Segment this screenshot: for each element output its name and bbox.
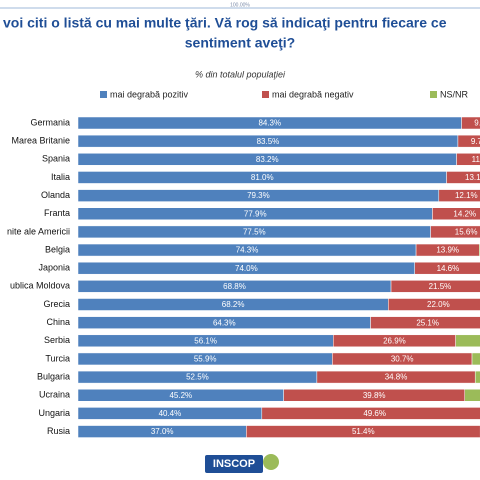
value-label: 81.0% [251, 173, 274, 182]
bar-segment [456, 153, 480, 166]
value-label: 40.4% [159, 409, 182, 418]
value-label: 83.5% [257, 137, 280, 146]
category-label: Ungaria [38, 408, 70, 418]
value-label: 14.6% [437, 264, 460, 273]
legend-label: NS/NR [440, 89, 469, 99]
value-label: 84.3% [258, 119, 281, 128]
value-label: 51.4% [352, 427, 375, 436]
category-label: Japonia [38, 263, 70, 273]
bar-segment [432, 207, 480, 220]
category-label: Turcia [45, 353, 70, 363]
bar-segment [430, 225, 480, 239]
value-label: 79.3% [247, 191, 270, 200]
value-label: 11.5% [472, 155, 480, 164]
value-label: 22.0% [427, 300, 450, 309]
bar-segment [246, 425, 480, 438]
value-label: 74.0% [235, 264, 258, 273]
logo-icon [263, 454, 279, 470]
category-label: China [46, 317, 70, 327]
value-label: 68.2% [222, 300, 245, 309]
value-label: 55.9% [194, 355, 217, 364]
bar-segment [261, 407, 480, 420]
legend-swatch [262, 91, 269, 98]
value-label: 45.2% [169, 391, 192, 400]
bar-segment [474, 370, 480, 384]
bar-segment [446, 171, 480, 184]
category-label: Italia [51, 172, 70, 182]
bar-segment [461, 116, 480, 130]
subtitle: % din totalul populaţiei [195, 69, 286, 79]
value-label: 13.9% [436, 246, 459, 255]
value-label: 56.1% [194, 336, 217, 345]
bar-segment [438, 189, 480, 202]
value-label: 9.7% [471, 137, 480, 146]
logo-text: INSCOP [213, 458, 255, 470]
category-label: Bulgaria [37, 371, 70, 381]
value-label: 9.6% [474, 119, 480, 128]
bar-segment [455, 334, 480, 348]
value-label: 34.8% [385, 373, 408, 382]
value-label: 64.3% [213, 318, 236, 327]
value-label: 52.5% [186, 373, 209, 382]
legend-label: mai degrabă pozitiv [110, 89, 189, 99]
value-label: 83.2% [256, 155, 279, 164]
category-label: Franta [44, 208, 70, 218]
bar-segment [414, 261, 480, 275]
value-label: 77.9% [244, 209, 267, 218]
category-label: Marea Britanie [11, 136, 70, 146]
category-label: ublica Moldova [10, 281, 70, 291]
category-label: Rusia [47, 426, 70, 436]
category-label: Serbia [44, 335, 70, 345]
legend-swatch [430, 91, 437, 98]
value-label: 14.2% [453, 209, 476, 218]
title-line: sentiment aveţi? [185, 35, 295, 51]
value-label: 13.1% [465, 173, 480, 182]
category-label: Germania [30, 117, 70, 127]
value-label: 21.5% [429, 282, 452, 291]
category-label: Ucraina [39, 390, 70, 400]
value-label: 15.6% [455, 228, 478, 237]
value-label: 68.8% [223, 282, 246, 291]
bar-segment [390, 280, 480, 293]
logo: INSCOP [205, 454, 279, 473]
title-line: voi citi o listă cu mai multe ţări. Vă r… [3, 15, 447, 31]
bar-segment [464, 389, 480, 402]
value-label: 30.7% [391, 355, 414, 364]
category-label: Olanda [41, 190, 70, 200]
value-label: 39.8% [363, 391, 386, 400]
value-label: 37.0% [151, 427, 174, 436]
category-label: Belgia [45, 244, 70, 254]
value-label: 25.1% [416, 318, 439, 327]
bar-segment [388, 298, 480, 311]
value-label: 49.6% [363, 409, 386, 418]
category-label: Grecia [43, 299, 70, 309]
top-note: 100.00% [230, 2, 250, 8]
category-label: nite ale Americii [7, 226, 70, 236]
bar-segment [370, 316, 480, 329]
value-label: 74.3% [236, 246, 259, 255]
bar-segment [471, 352, 480, 366]
legend-label: mai degrabă negativ [272, 89, 354, 99]
legend-swatch [100, 91, 107, 98]
value-label: 77.5% [243, 228, 266, 237]
logo-box [205, 455, 263, 473]
value-label: 12.1% [455, 191, 478, 200]
category-label: Spania [42, 154, 70, 164]
value-label: 26.9% [383, 336, 406, 345]
